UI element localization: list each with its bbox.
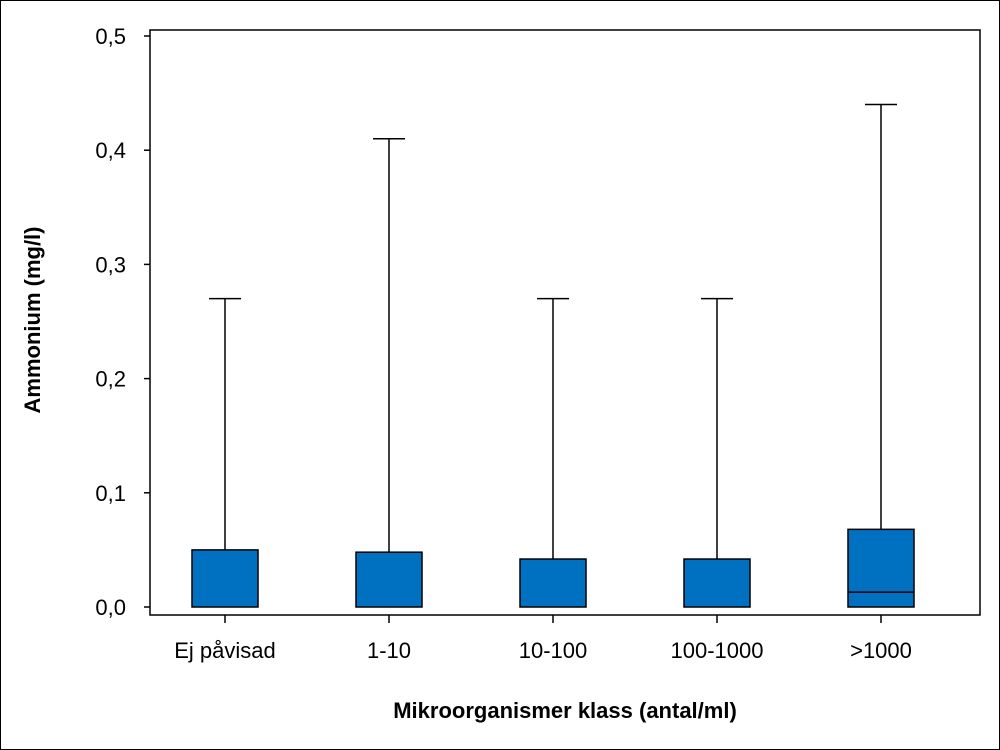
box — [355, 551, 423, 608]
plot-area — [149, 29, 981, 616]
y-tick-label: 0,4 — [95, 138, 126, 163]
x-tick-label: 10-100 — [519, 638, 588, 663]
x-axis-title: Mikroorganismer klass (antal/ml) — [393, 698, 737, 723]
y-tick-label: 0,0 — [95, 595, 126, 620]
box — [847, 528, 915, 608]
box — [519, 558, 587, 608]
x-tick-label: 100-1000 — [671, 638, 764, 663]
box — [191, 549, 259, 608]
x-tick-label: Ej påvisad — [174, 638, 276, 663]
box — [683, 558, 751, 608]
x-tick-label: >1000 — [850, 638, 912, 663]
y-axis-title: Ammonium (mg/l) — [20, 227, 45, 414]
box-series — [191, 103, 915, 608]
y-tick-label: 0,3 — [95, 252, 126, 277]
x-tick-label: 1-10 — [367, 638, 411, 663]
y-tick-label: 0,5 — [95, 24, 126, 49]
y-tick-label: 0,1 — [95, 481, 126, 506]
y-axis: 0,0 0,1 0,2 0,3 0,4 0,5 — [95, 24, 150, 620]
y-tick-label: 0,2 — [95, 367, 126, 392]
x-axis: Ej påvisad 1-10 10-100 100-1000 >1000 — [174, 615, 912, 663]
